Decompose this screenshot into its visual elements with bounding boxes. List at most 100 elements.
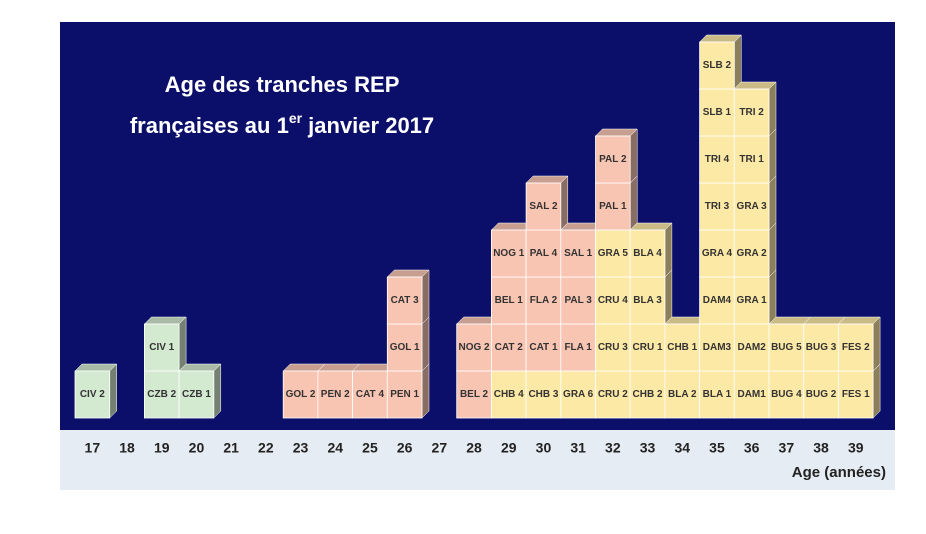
x-tick-label: 22 [258,440,274,456]
x-tick-label: 32 [605,440,621,456]
x-tick-label: 29 [501,440,517,456]
block-face [838,370,874,419]
block: GOL 1 [386,316,430,372]
block: GRA 1 [733,269,777,325]
block-face [386,370,423,419]
block-label: GRA 2 [737,248,768,259]
block-face [352,370,388,419]
block: PAL 1 [594,175,638,231]
block-label: PEN 1 [390,389,419,400]
block: TRI 2 [733,81,777,137]
block-label: PAL 2 [599,154,627,165]
block-label: NOG 2 [458,342,490,353]
block: SAL 2 [525,175,569,231]
block-label: BUG 3 [806,342,837,353]
block-label: SAL 1 [564,248,593,259]
block-face [629,276,666,325]
block: FES 2 [837,316,881,372]
block-face [595,182,631,231]
x-tick-label: 27 [432,440,448,456]
x-tick-label: 28 [466,440,482,456]
block-side [664,222,673,278]
block-label: CAT 2 [495,342,524,353]
block-face [699,370,735,419]
block-label: DAM1 [737,389,766,400]
block-side [768,128,777,184]
block-label: TRI 2 [739,107,764,118]
block-face [699,135,735,184]
block-label: BUG 5 [771,342,802,353]
block-label: BLA 4 [633,248,662,259]
block-label: PEN 2 [321,389,350,400]
block-label: CAT 1 [529,342,558,353]
block-label: GRA 6 [563,389,594,400]
block: GRA 2 [733,222,777,278]
block: BLA 3 [629,269,673,325]
block-side [872,363,881,419]
block-face [838,323,874,372]
block-side [734,34,742,90]
block-label: SLB 2 [703,60,732,71]
title-part: françaises au 1 [130,113,289,138]
block-face [699,41,735,90]
block-face [143,323,180,372]
block-face [525,323,562,372]
block-label: CRU 3 [598,342,628,353]
block-label: CZB 1 [182,389,211,400]
block-side [768,175,777,231]
block-label: DAM4 [703,295,732,306]
x-tick-label: 38 [813,440,829,456]
block-face [178,370,215,419]
block: FES 1 [837,363,881,419]
block-label: BLA 1 [703,389,732,400]
block: CIV 2 [74,363,118,419]
block-face [456,370,492,419]
block-side [109,363,117,419]
block-face [386,276,423,325]
block-side [178,316,187,372]
block: TRI 1 [733,128,777,184]
x-tick-label: 39 [848,440,864,456]
x-tick-label: 18 [119,440,135,456]
block-face [386,323,423,372]
x-tick-label: 34 [674,440,690,456]
x-tick-label: 19 [154,440,170,456]
title-part: janvier 2017 [302,113,434,138]
block-label: CRU 4 [598,295,628,306]
block-face [733,229,770,278]
block-label: GRA 5 [598,248,629,259]
block-side [421,269,430,325]
block-face [456,323,492,372]
x-tick-label: 25 [362,440,378,456]
block-label: SLB 1 [703,107,732,118]
block-label: CRU 1 [633,342,663,353]
block-label: FLA 1 [564,342,592,353]
block-label: CZB 2 [147,389,176,400]
block-face [595,370,631,419]
block-side [768,222,777,278]
x-tick-label: 33 [640,440,656,456]
block-side [768,81,777,137]
block-label: BLA 3 [633,295,662,306]
block-label: FES 2 [842,342,870,353]
block-side [421,316,430,372]
block-label: GRA 3 [737,201,768,212]
block: GRA 3 [733,175,777,231]
x-tick-label: 31 [570,440,586,456]
block-label: GOL 1 [390,342,420,353]
block-label: GRA 1 [737,295,768,306]
x-tick-label: 20 [189,440,205,456]
block-label: CRU 2 [598,389,628,400]
block-label: BLA 2 [668,389,697,400]
block-label: CHB 2 [633,389,663,400]
x-tick-label: 26 [397,440,413,456]
block-face [733,135,770,184]
block-face [768,370,805,419]
block-label: CIV 2 [80,389,105,400]
block: BLA 4 [629,222,673,278]
block-label: BEL 2 [460,389,489,400]
x-tick-label: 24 [327,440,343,456]
block-label: SAL 2 [529,201,558,212]
title-sup: er [289,110,303,126]
